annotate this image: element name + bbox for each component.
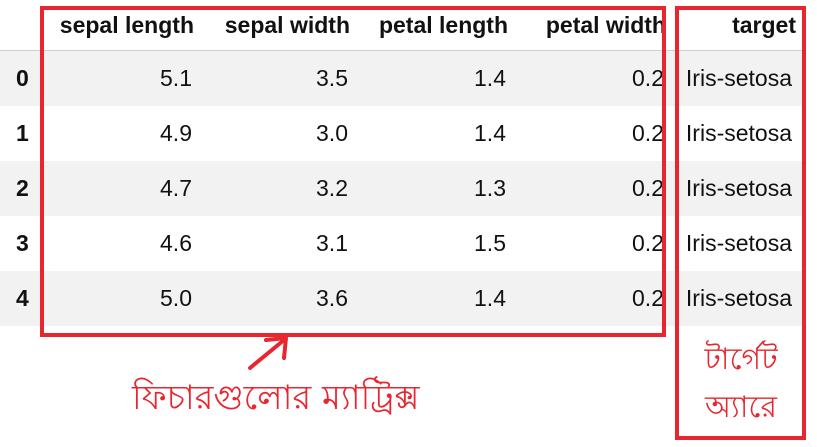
row-index: 4: [16, 285, 29, 311]
table-row: 1 4.9 3.0 1.4 0.2 Iris-setosa: [0, 106, 802, 161]
cell-sepal-width: 3.5: [316, 65, 348, 91]
cell-target: Iris-setosa: [685, 285, 792, 311]
cell-sepal-length: 4.6: [160, 230, 192, 256]
feature-matrix-label: ফিচারগুলোর ম্যাট্রিক্স: [132, 378, 420, 418]
cell-sepal-width: 3.2: [316, 175, 348, 201]
cell-petal-length: 1.5: [474, 230, 506, 256]
cell-petal-width: 0.2: [632, 285, 664, 311]
cell-petal-width: 0.2: [632, 120, 664, 146]
table-row: 2 4.7 3.2 1.3 0.2 Iris-setosa: [0, 161, 802, 216]
cell-petal-length: 1.4: [474, 285, 506, 311]
table-row: 3 4.6 3.1 1.5 0.2 Iris-setosa: [0, 216, 802, 271]
target-array-highlight-box: [675, 6, 806, 440]
cell-sepal-length: 5.0: [160, 285, 192, 311]
row-index: 2: [16, 175, 29, 201]
feature-matrix-highlight-box: [40, 6, 666, 337]
cell-sepal-length: 4.9: [160, 120, 192, 146]
target-array-label: টার্গেট অ্যারে: [680, 336, 802, 432]
cell-petal-length: 1.4: [474, 120, 506, 146]
cell-petal-length: 1.3: [474, 175, 506, 201]
cell-target: Iris-setosa: [685, 230, 792, 256]
row-index: 1: [16, 120, 29, 146]
cell-target: Iris-setosa: [685, 175, 792, 201]
cell-sepal-length: 5.1: [160, 65, 192, 91]
cell-sepal-width: 3.6: [316, 285, 348, 311]
table-row: 0 5.1 3.5 1.4 0.2 Iris-setosa: [0, 50, 802, 106]
cell-petal-width: 0.2: [632, 65, 664, 91]
cell-target: Iris-setosa: [685, 65, 792, 91]
target-label-line2: অ্যারে: [705, 390, 777, 425]
index-header: [0, 0, 44, 51]
cell-sepal-width: 3.0: [316, 120, 348, 146]
cell-petal-width: 0.2: [632, 230, 664, 256]
target-label-line1: টার্গেট: [704, 342, 778, 377]
table-row: 4 5.0 3.6 1.4 0.2 Iris-setosa: [0, 271, 802, 326]
arrow-icon: [248, 336, 288, 370]
cell-petal-length: 1.4: [474, 65, 506, 91]
cell-petal-width: 0.2: [632, 175, 664, 201]
cell-sepal-width: 3.1: [316, 230, 348, 256]
cell-sepal-length: 4.7: [160, 175, 192, 201]
row-index: 0: [16, 65, 29, 91]
row-index: 3: [16, 230, 29, 256]
cell-target: Iris-setosa: [685, 120, 792, 146]
